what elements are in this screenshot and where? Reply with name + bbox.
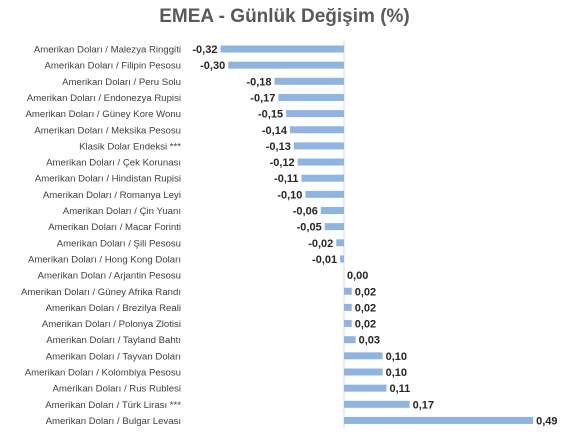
- data-label: -0,13: [266, 141, 291, 153]
- bar: [228, 61, 344, 69]
- bar: [289, 126, 344, 134]
- data-label: -0,02: [308, 238, 333, 250]
- bar: [301, 174, 344, 182]
- category-label: Amerikan Doları / Brezilya Reali: [46, 303, 181, 314]
- category-label: Amerikan Doları / Türk Lirası ***: [45, 400, 181, 411]
- chart-title: EMEA - Günlük Değişim (%): [159, 6, 410, 27]
- bar: [344, 368, 383, 376]
- bar: [220, 45, 344, 53]
- category-label: Amerikan Doları / Tayvan Doları: [46, 351, 181, 362]
- data-label: 0,11: [389, 383, 410, 395]
- category-label: Amerikan Doları / Malezya Ringgiti: [34, 45, 181, 56]
- category-label: Amerikan Doları / Hindistan Rupisi: [35, 174, 181, 185]
- category-label: Amerikan Doları / Tayland Bahtı: [46, 335, 181, 346]
- bar: [340, 255, 344, 263]
- category-label: Amerikan Doları / Polonya Zlotisi: [42, 319, 181, 330]
- bar: [344, 416, 534, 424]
- data-label: -0,01: [312, 254, 337, 266]
- data-label: 0,03: [359, 335, 380, 347]
- bar: [293, 142, 344, 150]
- data-label: 0,17: [413, 399, 434, 411]
- data-label: -0,30: [200, 60, 225, 72]
- category-label: Amerikan Doları / Hong Kong Doları: [28, 254, 181, 265]
- category-label: Amerikan Doları / Kolombiya Pesosu: [25, 368, 181, 379]
- bar: [344, 336, 356, 344]
- data-label: 0,02: [355, 319, 376, 331]
- data-label: -0,11: [274, 173, 298, 185]
- bar: [344, 303, 352, 311]
- category-label: Amerikan Doları / Romanya Leyi: [43, 190, 181, 201]
- bar: [278, 93, 344, 101]
- data-label: -0,10: [277, 189, 302, 201]
- bar: [336, 239, 344, 247]
- category-label: Amerikan Doları / Çek Korunası: [46, 158, 181, 169]
- data-label: 0,10: [386, 367, 407, 379]
- bar: [344, 287, 352, 295]
- data-label: 0,02: [355, 286, 376, 298]
- category-label: Amerikan Doları / Şili Pesosu: [57, 238, 181, 249]
- category-label: Amerikan Doları / Macar Forinti: [48, 222, 181, 233]
- bar: [320, 207, 344, 214]
- data-label: -0,06: [293, 206, 318, 218]
- bar: [344, 400, 410, 408]
- data-label: -0,15: [258, 109, 283, 121]
- data-label: -0,17: [250, 92, 275, 104]
- category-label: Klasik Dolar Endeksi ***: [79, 141, 181, 152]
- category-label: Amerikan Doları / Meksika Pesosu: [34, 125, 181, 136]
- category-label: Amerikan Doları / Güney Kore Wonu: [25, 109, 181, 120]
- data-label: 0,00: [347, 270, 368, 282]
- category-label: Amerikan Doları / Bulgar Levası: [46, 416, 181, 427]
- category-label: Amerikan Doları / Peru Solu: [62, 77, 181, 88]
- data-label: -0,14: [262, 125, 288, 137]
- bar: [286, 110, 344, 118]
- data-label: -0,12: [270, 157, 295, 169]
- data-label: -0,32: [192, 44, 217, 56]
- data-label: -0,05: [297, 222, 322, 234]
- category-label: Amerikan Doları / Filipin Pesosu: [45, 61, 182, 72]
- bar: [344, 352, 383, 360]
- category-label: Amerikan Doları / Rus Rublesi: [53, 384, 182, 395]
- bar: [297, 158, 344, 166]
- category-label: Amerikan Doları / Çin Yuanı: [63, 206, 181, 217]
- data-label: -0,18: [246, 76, 271, 88]
- category-label: Amerikan Doları / Endonezya Rupisi: [27, 93, 181, 104]
- bar: [344, 320, 352, 328]
- data-label: 0,10: [386, 351, 407, 363]
- bar: [305, 190, 344, 198]
- bar: [324, 223, 344, 231]
- bar: [344, 384, 387, 392]
- category-label: Amerikan Doları / Arjantin Pesosu: [38, 271, 181, 282]
- data-label: 0,02: [355, 302, 376, 314]
- category-label: Amerikan Doları / Güney Afrika Randı: [21, 287, 181, 298]
- bar: [274, 77, 344, 85]
- data-label: 0,49: [536, 415, 557, 427]
